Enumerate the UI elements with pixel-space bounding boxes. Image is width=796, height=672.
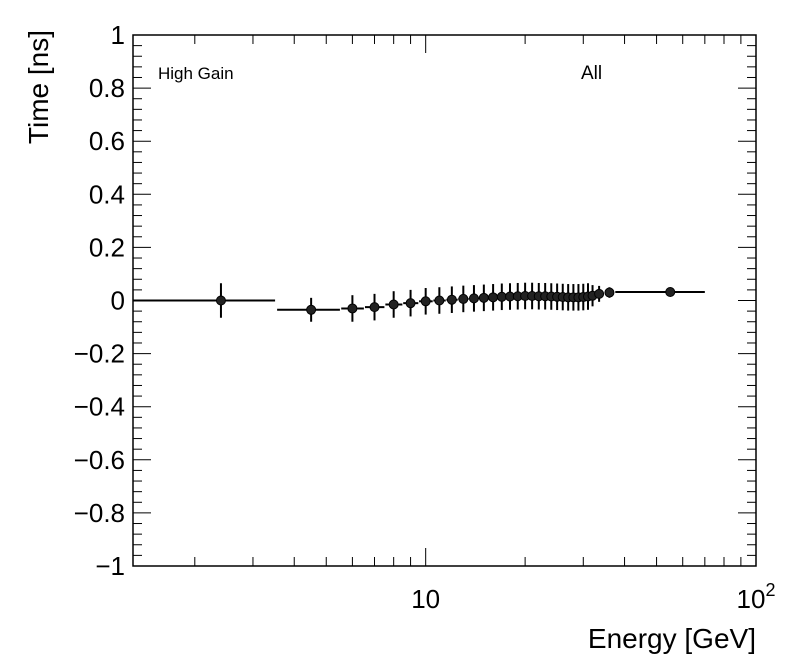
y-tick-labels: 1 0.8 0.6 0.4 0.2 0 −0.2 −0.4 −0.6 −0.8 −1 xyxy=(74,20,125,581)
data-point xyxy=(512,282,523,310)
annotation-high-gain: High Gain xyxy=(158,64,234,83)
data-point xyxy=(133,283,276,318)
data-point xyxy=(458,285,469,313)
y-axis-title: Time [ns] xyxy=(23,30,54,144)
data-marker xyxy=(306,304,317,315)
data-marker xyxy=(405,298,416,309)
data-point xyxy=(587,285,598,307)
data-point xyxy=(496,283,507,311)
data-point xyxy=(468,285,479,312)
data-marker xyxy=(496,291,507,302)
data-point xyxy=(403,289,419,317)
y-tick-label: 0.4 xyxy=(89,179,125,209)
y-tick-label: −1 xyxy=(95,551,125,581)
data-marker xyxy=(369,302,380,313)
data-point xyxy=(478,284,489,312)
y-tick-label: 0.2 xyxy=(89,232,125,262)
data-point xyxy=(419,288,433,315)
data-marker xyxy=(458,293,469,304)
data-point xyxy=(277,297,340,322)
data-marker xyxy=(215,295,226,306)
data-point xyxy=(488,284,499,311)
data-point xyxy=(385,291,403,318)
plot-frame xyxy=(132,34,757,567)
data-series xyxy=(133,282,705,322)
data-point xyxy=(446,286,458,313)
data-point xyxy=(341,295,364,322)
data-marker xyxy=(420,296,431,307)
data-point xyxy=(364,293,385,321)
x-tick-label: 102 xyxy=(737,580,776,614)
data-marker xyxy=(665,287,676,298)
data-marker xyxy=(478,292,489,303)
data-marker xyxy=(604,287,615,298)
y-tick-label: −0.6 xyxy=(74,445,125,475)
data-point xyxy=(433,287,446,314)
y-tick-label: 0 xyxy=(111,286,125,316)
data-marker xyxy=(446,294,457,305)
y-tick-label: −0.4 xyxy=(74,392,125,422)
x-tick-label: 10 xyxy=(411,584,440,614)
data-point xyxy=(594,285,605,302)
data-marker xyxy=(347,303,358,314)
data-point xyxy=(505,283,516,310)
y-tick-label: −0.2 xyxy=(74,339,125,369)
data-marker xyxy=(594,288,605,299)
y-tick-label: 0.8 xyxy=(89,73,125,103)
data-point xyxy=(615,287,705,298)
data-point xyxy=(604,287,615,298)
data-marker xyxy=(468,293,479,304)
x-tick-labels: 10 102 xyxy=(411,580,775,614)
annotation-all: All xyxy=(581,63,602,84)
data-marker xyxy=(388,299,399,310)
x-axis-title: Energy [GeV] xyxy=(588,623,756,654)
data-marker xyxy=(434,295,445,306)
y-tick-label: −0.8 xyxy=(74,498,125,528)
y-tick-label: 0.6 xyxy=(89,126,125,156)
data-marker xyxy=(488,292,499,303)
y-tick-label: 1 xyxy=(111,20,125,50)
